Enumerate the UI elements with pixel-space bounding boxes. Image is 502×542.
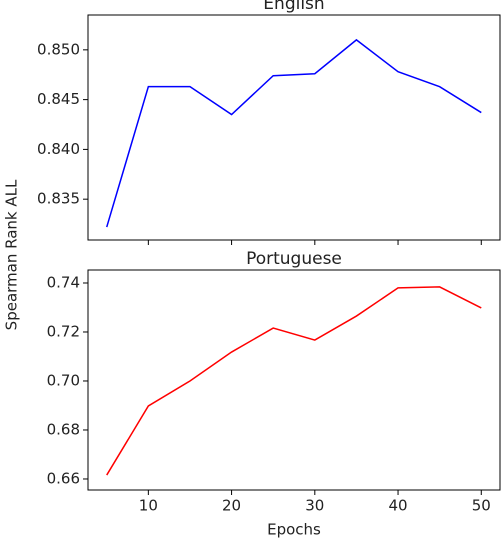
x-tick-label: 40: [388, 497, 407, 515]
y-tick-label: 0.74: [47, 273, 80, 291]
subplot-title: Portuguese: [246, 249, 342, 269]
x-tick-label: 20: [222, 497, 241, 515]
y-tick-label: 0.70: [47, 371, 80, 389]
line: [106, 38, 482, 228]
axes-frame: [87, 14, 501, 241]
y-tick-label: 0.845: [37, 90, 80, 108]
y-tick-label: 0.66: [47, 469, 80, 487]
y-tick-label: 0.850: [37, 40, 80, 58]
subplot-title: English: [263, 0, 324, 14]
x-tick-label: 50: [472, 497, 491, 515]
line: [106, 286, 482, 476]
y-tick-label: 0.840: [37, 140, 80, 158]
x-axis-label: Epochs: [267, 521, 321, 539]
y-tick-label: 0.835: [37, 190, 80, 208]
x-tick-label: 10: [139, 497, 158, 515]
x-tick-label: 30: [305, 497, 324, 515]
y-axis-label: Spearman Rank ALL: [3, 179, 21, 330]
y-tick-label: 0.72: [47, 322, 80, 340]
axes-frame: [87, 269, 501, 491]
y-tick-label: 0.68: [47, 420, 80, 438]
